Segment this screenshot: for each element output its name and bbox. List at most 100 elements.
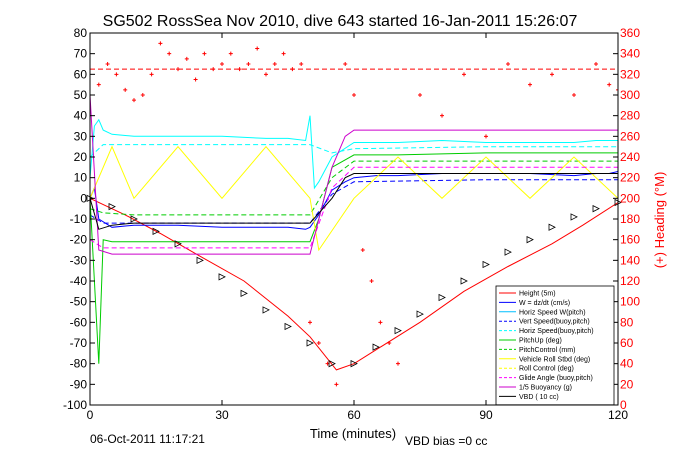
vbd-marker [548,223,556,231]
y-right-tick-label: 80 [620,315,634,329]
y-tick-label: 70 [74,47,88,61]
heading-point [202,51,207,56]
heading-point [484,134,488,139]
series-pitch_up [90,152,618,364]
y-tick-label: -60 [70,315,88,329]
heading-point [316,341,321,345]
series-buoyancy [90,94,618,255]
axes-layer: 0 30 60 90 12080706050403020100-10-20-30-40-… [63,26,640,422]
x-axis-label: Time (minutes) [310,426,396,441]
x-tick-label: 0 [87,408,94,422]
x-tick-label: 120 [608,408,628,422]
heading-point [462,72,466,77]
vbd-marker [416,310,424,318]
legend-label: VBD ( 10 cc) [519,394,559,401]
heading-point [343,62,348,66]
heading-point [378,320,383,325]
legend-label: W = dz/dt (cm/s) [519,300,570,307]
heading-point [440,113,444,118]
y-right-tick-label: 320 [620,67,640,81]
legend-label: Height (5m) [519,291,556,298]
vbd-marker-layer [86,194,622,368]
x-tick-label: 90 [479,408,493,422]
vbd-marker [482,260,490,269]
vbd-marker [328,360,336,368]
vbd-marker [592,205,600,213]
y-tick-label: -100 [63,398,87,412]
series-height [90,197,618,371]
vbd-marker [108,202,116,211]
y-tick-label: -10 [70,212,88,226]
series-vert_speed_dash [90,179,618,224]
heading-point [299,62,304,66]
vbd-marker [350,360,358,368]
heading-point [184,56,189,61]
vbd-marker [438,293,446,302]
series-vbd [90,173,618,230]
heading-layer [90,41,618,387]
heading-point [167,51,172,56]
footer-vbd-bias: VBD bias =0 cc [405,434,488,448]
heading-point [308,320,312,325]
heading-point [594,62,598,66]
vbd-marker [372,343,380,351]
y-tick-label: -80 [70,357,88,371]
heading-point [228,51,233,56]
footer-date: 06-Oct-2011 11:17:21 [90,432,205,446]
y-tick-label: 30 [74,129,88,143]
heading-point [607,82,612,87]
heading-point [352,93,356,97]
vbd-marker [306,339,314,347]
heading-point [387,341,392,345]
heading-point [281,51,286,56]
y-right-tick-label: 180 [620,212,640,226]
heading-point [211,67,216,72]
vbd-marker [130,215,138,223]
y-tick-label: 40 [74,109,88,123]
legend-label: Horiz Speed(buoy,pitch) [519,328,594,335]
heading-point [272,62,277,66]
heading-point [528,82,532,87]
heading-point [255,46,260,51]
y-right-tick-label: 260 [620,129,640,143]
legend-box [495,285,615,406]
y-right-tick-label: 0 [620,398,627,412]
y-tick-label: 80 [74,26,88,40]
heading-point [105,62,110,66]
vbd-marker [196,256,204,264]
heading-point [418,93,422,97]
heading-point [572,93,576,97]
series-pitch_control [90,160,618,216]
heading-point [506,62,510,66]
x-tick-label: 30 [215,408,229,422]
heading-point [158,41,163,46]
y-right-tick-label: 20 [620,377,634,391]
y-right-tick-label: 200 [620,191,640,205]
legend-label: Glide Angle (buoy,pitch) [519,375,593,382]
heading-point [550,72,554,77]
series-glide_angle [90,166,618,249]
y-tick-label: 60 [74,67,88,81]
y-tick-label: 0 [80,191,87,205]
y-tick-label: -90 [70,377,88,391]
x-tick-label: 60 [347,408,361,422]
heading-point [149,72,154,77]
series-roll [90,145,618,252]
legend-label: 1/5 Buoyancy (g) [519,385,572,392]
y-tick-label: -50 [70,295,88,309]
legend-label: PitchUp (deg) [519,338,562,345]
vbd-marker [504,248,512,256]
y-tick-label: -70 [70,336,88,350]
y-right-tick-label: 120 [620,274,640,288]
y-right-tick-label: 300 [620,88,640,102]
vbd-marker [460,277,468,285]
heading-point [114,72,119,77]
legend-label: Roll Control (deg) [519,366,574,373]
y-right-tick-label: 240 [620,150,640,164]
y-right-tick-label: 220 [620,171,640,185]
heading-point [193,77,198,82]
chart-title: SG502 RossSea Nov 2010, dive 643 started… [103,13,578,30]
heading-point [140,93,145,97]
vbd-marker [394,326,402,335]
